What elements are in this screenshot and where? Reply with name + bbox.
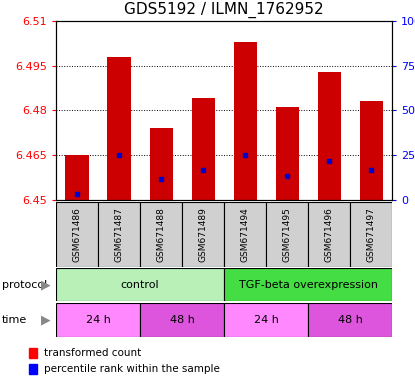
Bar: [56, 303, 140, 337]
Title: GDS5192 / ILMN_1762952: GDS5192 / ILMN_1762952: [124, 2, 324, 18]
Bar: [149, 128, 173, 200]
Bar: [350, 202, 392, 267]
Text: protocol: protocol: [2, 280, 47, 290]
Text: transformed count: transformed count: [44, 348, 141, 358]
Text: 24 h: 24 h: [85, 315, 110, 325]
Text: GSM671497: GSM671497: [367, 207, 376, 262]
Bar: [56, 268, 224, 301]
Text: ▶: ▶: [41, 314, 51, 327]
Text: 48 h: 48 h: [338, 315, 363, 325]
Text: GSM671496: GSM671496: [325, 207, 334, 262]
Bar: [266, 202, 308, 267]
Bar: [276, 108, 299, 200]
Text: GSM671489: GSM671489: [199, 207, 208, 262]
Bar: [308, 202, 350, 267]
Text: GSM671486: GSM671486: [73, 207, 81, 262]
Text: GSM671487: GSM671487: [115, 207, 124, 262]
Text: control: control: [121, 280, 159, 290]
Text: TGF-beta overexpression: TGF-beta overexpression: [239, 280, 378, 290]
Text: ▶: ▶: [41, 278, 51, 291]
Text: 48 h: 48 h: [170, 315, 195, 325]
Text: time: time: [2, 315, 27, 325]
Bar: [98, 202, 140, 267]
Text: GSM671488: GSM671488: [156, 207, 166, 262]
Bar: [182, 202, 224, 267]
Bar: [224, 202, 266, 267]
Bar: [317, 72, 341, 200]
Bar: [360, 101, 383, 200]
Bar: [107, 57, 131, 200]
Bar: [66, 155, 88, 200]
Bar: [140, 202, 182, 267]
Text: GSM671494: GSM671494: [241, 207, 249, 262]
Bar: [234, 42, 256, 200]
Bar: [224, 268, 392, 301]
Bar: [308, 303, 392, 337]
Text: percentile rank within the sample: percentile rank within the sample: [44, 364, 220, 374]
Text: GSM671495: GSM671495: [283, 207, 292, 262]
Bar: [192, 99, 215, 200]
Text: 24 h: 24 h: [254, 315, 278, 325]
Bar: [56, 202, 98, 267]
Bar: [140, 303, 224, 337]
Bar: [224, 303, 308, 337]
